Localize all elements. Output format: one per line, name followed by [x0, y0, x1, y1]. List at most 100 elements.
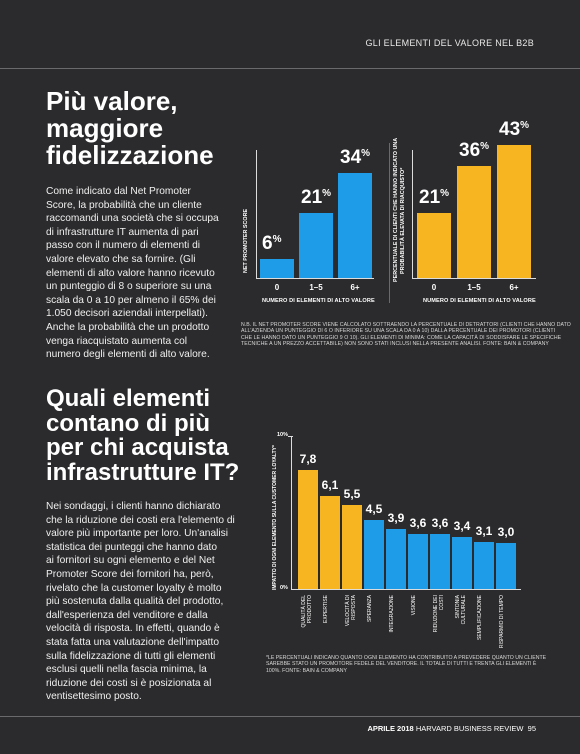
chart2-bar [497, 144, 531, 278]
footer-divider [0, 716, 580, 717]
body-line: velocità di risposta. In effetti, quando… [46, 623, 220, 635]
chart3-note: *LE PERCENTUALI INDICANO QUANTO OGNI ELE… [266, 655, 546, 674]
chart3-value-label: 3,9 [387, 511, 405, 526]
section2-title-line: Quali elementi [46, 385, 211, 412]
chart3-bar [430, 533, 450, 589]
section1-title: Più valore, maggiore fidelizzazione [46, 88, 246, 169]
body-line: Score, la probabilità che un cliente [46, 199, 202, 211]
chart3-value-label: 7,8 [299, 451, 317, 466]
section-label: GLI ELEMENTI DEL VALORE NEL B2B [365, 38, 534, 48]
body-line: ai fornitori su ogni elemento e del Net [46, 555, 215, 567]
note-line: ALL'AZIENDA UN PUNTEGGIO DI 6 O INFERIOR… [241, 328, 556, 335]
chart3-category-label: INTEGRAZIONE [389, 595, 403, 645]
body-line: Promoter Score dei fornitori ha, però, [46, 568, 214, 580]
body-line: raccomandi una società che si occupa [46, 213, 219, 225]
body-line: dall'esperienza del venditore e dalla [46, 609, 208, 621]
note-line: CHE LE HANNO DATO UN PUNTEGGIO 9 O 10). … [241, 334, 562, 341]
chart3-top-tick [288, 436, 293, 437]
chart3-bar [298, 469, 318, 589]
chart2-y-axis-title-line: PERCENTUALE DI CLIENTI CHE HANNO INDICAT… [393, 137, 399, 282]
chart3-category-label-line: VELOCITÀ DI [345, 595, 351, 627]
chart2-x-axis-title: NUMERO DI ELEMENTI DI ALTO VALORE [423, 298, 536, 304]
section2-body: Nei sondaggi, i clienti hanno dichiarato… [46, 500, 235, 704]
chart3-category-label: SINTONIA CULTURALE [455, 595, 469, 645]
body-line: più sostenuta dalla qualità del prodotto… [46, 596, 224, 608]
chart2-category-label: 0 [431, 283, 437, 292]
chart3-category-label-line: RISPARMIO DI TEMPO [499, 595, 505, 649]
footer-magazine: HARVARD BUSINESS REVIEW [415, 724, 524, 733]
page-number: 95 [527, 724, 536, 733]
chart3-bar [342, 504, 362, 589]
chart3-bar [408, 533, 428, 589]
section2-title-line: per chi acquista [46, 434, 229, 461]
chart3-category-label: RISPARMIO DI TEMPO [499, 595, 513, 649]
chart2-y-axis [412, 150, 413, 279]
chart3-value-label: 3,6 [409, 515, 427, 530]
chart2-x-axis [412, 278, 536, 279]
chart2-category-label: 6+ [509, 283, 519, 292]
section1-title-line: maggiore [46, 113, 164, 143]
chart3-bar [320, 495, 340, 589]
body-line: elementi di alto valore hanno ricevuto [46, 267, 215, 279]
chart3-value-label: 3,4 [453, 518, 471, 533]
body-line: venga riacquistato aumenta col [46, 335, 188, 347]
note-line: 100%. FONTE: BAIN & COMPANY [266, 667, 347, 674]
chart3-category-label-line: PRODOTTO [307, 595, 313, 624]
chart3-category-label-line: EXPERTISE [323, 595, 329, 623]
body-line: statistica dei punteggi che hanno dato [46, 541, 218, 553]
chart3-category-label-line: CULTURALE [461, 595, 467, 625]
chart3-value-label: 6,1 [321, 477, 339, 492]
chart3-category-label-line: VISIONE [411, 595, 417, 616]
body-line: scala da 0 a 10 per almeno il 65% dei [46, 294, 216, 306]
body-line: un punteggio di 8 o superiore su una [46, 281, 212, 293]
body-line: Anche la probabilità che un prodotto [46, 321, 210, 333]
body-line: valore più importante per loro. Un'anali… [46, 528, 229, 540]
chart1-y-axis-title: NET PROMOTER SCORE [243, 208, 249, 273]
chart2-value-label: 21% [419, 186, 450, 208]
section2-title: Quali elementi contano di più per chi ac… [46, 385, 276, 486]
chart1-bar [260, 259, 294, 278]
note-line: TECNICHE A UN PREZZO ACCETTABILE) NON SO… [241, 341, 549, 348]
section1-title-line: fidelizzazione [46, 140, 214, 170]
chart2-bar [457, 166, 491, 278]
page-footer: APRILE 2018 HARVARD BUSINESS REVIEW 95 [367, 724, 536, 733]
chart3-bar [386, 529, 406, 589]
chart1-x-axis-title: NUMERO DI ELEMENTI DI ALTO VALORE [262, 298, 375, 304]
chart3-category-label: QUALITÀ DEL PRODOTTO [301, 595, 315, 645]
chart1-category-label: 6+ [350, 283, 360, 292]
chart1-value-label: 21% [301, 186, 332, 208]
body-line: rivelato che la customer loyalty è molto [46, 582, 222, 594]
chart3-value-label: 3,6 [431, 515, 449, 530]
section2-title-line: contano di più [46, 409, 210, 437]
section2-title-line: infrastrutture IT? [46, 458, 240, 486]
header-divider [0, 68, 580, 69]
body-line: di infrastrutture IT aumenta di pari [46, 226, 199, 238]
chart3-category-label-line: INTEGRAZIONE [389, 595, 395, 633]
chart1-x-axis [256, 278, 374, 279]
chart3-category-label-line: RISPOSTA [351, 595, 357, 620]
chart1-value-label: 6% [262, 233, 282, 255]
chart3-y-axis [291, 436, 292, 590]
body-line: stata fatta una valutazione dell'impatto [46, 636, 219, 648]
chart3-category-label-line: SINTONIA [455, 595, 461, 619]
chart3-ytick-bottom: 0% [280, 585, 288, 591]
note-line: N.B. IL NET PROMOTER SCORE VIENE CALCOLA… [241, 322, 571, 328]
body-line: numero degli elementi di alto valore. [46, 349, 210, 361]
chart2-value-label: 43% [499, 118, 530, 140]
body-line: passo con il numero di elementi di [46, 240, 201, 252]
chart3-ytick-top: 10% [277, 432, 289, 438]
chart3-value-label: 5,5 [343, 486, 361, 501]
body-line: ventisettesimo posto. [46, 691, 142, 703]
chart2-y-axis-title-line: PROBABILITÀ ELEVATA DI RIACQUISTO* [400, 167, 406, 274]
body-line: valore elevato che sa fornire. (Gli [46, 253, 196, 265]
chart3-category-label: SPERANZA [367, 595, 381, 645]
chart1-category-label: 0 [274, 283, 280, 292]
chart3-category-label: VISIONE [411, 595, 425, 645]
chart3-bar [452, 536, 472, 589]
body-line: Come indicato dal Net Promoter [46, 186, 191, 197]
chart3-category-label-line: SPERANZA [367, 595, 373, 622]
chart2-value-label: 36% [459, 140, 490, 162]
chart3-value-label: 3,0 [497, 525, 515, 540]
footer-date: APRILE 2018 [367, 724, 414, 733]
chart3-x-axis [291, 589, 521, 590]
